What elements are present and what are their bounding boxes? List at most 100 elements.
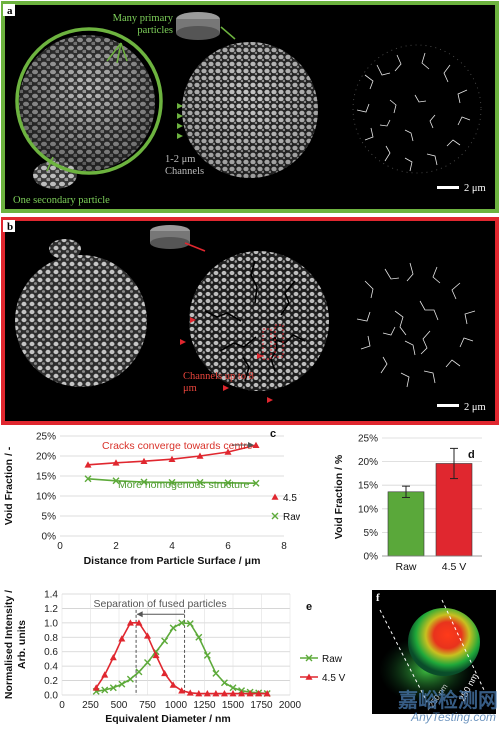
data-point-e — [144, 659, 151, 667]
channel-arrow — [177, 123, 183, 129]
panel-f-heatmap: 250 nm ~250 nm — [379, 599, 485, 713]
x-tick-label-c: 4 — [169, 541, 175, 552]
annotation-arrowhead-c — [248, 442, 254, 448]
data-point-e — [186, 620, 194, 628]
cross-section-shading — [182, 42, 318, 178]
chart-e: 0.0 0.2 0.4 0.6 0.8 1.0 1.2 1.4 0 250 500 750 1000 12… — [3, 590, 346, 726]
legend-marker-e — [305, 654, 313, 662]
x-tick-label-e: 1000 — [165, 700, 188, 711]
data-point-e — [135, 668, 143, 676]
crack-highlight — [262, 328, 272, 360]
series-line-e — [95, 622, 268, 695]
x-tick-label-d: 4.5 V — [442, 561, 467, 573]
data-point-e — [178, 619, 186, 627]
x-tick-label-c: 2 — [113, 541, 119, 552]
scale-bar-a — [437, 186, 459, 189]
annotation-e: Separation of fused particles — [93, 598, 226, 610]
y-tick-label-e: 0.6 — [44, 647, 58, 658]
y-tick-label-d: 20% — [358, 457, 378, 468]
data-point-c — [252, 441, 260, 448]
y-axis-label-d: Void Fraction / % — [333, 454, 345, 539]
y-tick-label-c: 25% — [36, 432, 56, 443]
panel-letter-f: f — [376, 592, 380, 604]
x-axis-label-e: Equivalent Diameter / nm — [105, 713, 230, 725]
x-tick-label-e: 750 — [139, 700, 156, 711]
data-point-c — [252, 479, 260, 487]
data-point-e — [229, 684, 237, 692]
data-point-e — [186, 689, 194, 696]
data-point-e — [144, 632, 151, 639]
data-point-e — [161, 637, 169, 645]
data-point-c — [196, 452, 204, 459]
x-tick-label-e: 1250 — [193, 700, 216, 711]
y-axis-label-c: Void Fraction / - — [3, 446, 15, 525]
void-network-a — [352, 44, 482, 174]
x-axis-label-c: Distance from Particle Surface / μm — [84, 555, 261, 567]
panel-b: b Channels up to 8 μm 2 μm — [1, 217, 499, 425]
scale-bar-label-a: 2 μm — [464, 183, 486, 194]
scale-bar-b — [437, 404, 459, 407]
channel-arrow — [177, 113, 183, 119]
data-point-e — [203, 690, 211, 697]
data-point-c — [168, 455, 176, 462]
neighbour-particle-b — [49, 239, 81, 259]
data-point-c — [112, 477, 120, 485]
data-point-e — [109, 653, 117, 661]
data-point-e — [238, 690, 246, 697]
label-many-primary-particles: Many primary particles — [112, 13, 173, 36]
crack-arrow — [257, 353, 263, 359]
x-tick-label-c: 8 — [281, 541, 287, 552]
data-point-e — [212, 669, 220, 677]
y-tick-label-c: 5% — [42, 512, 57, 523]
data-point-e — [220, 679, 228, 687]
panel-b-images — [15, 225, 476, 407]
data-point-e — [101, 686, 109, 694]
legend-label-c: 4.5 V — [283, 493, 300, 504]
data-point-c — [168, 478, 176, 486]
legend-label-c: Raw — [283, 512, 300, 523]
y-tick-label-d: 0% — [364, 552, 379, 563]
data-point-e — [178, 687, 186, 694]
label-channels-b: Channels up to 8 μm — [183, 371, 254, 394]
panel-letter-b: b — [7, 221, 14, 233]
data-point-e — [126, 619, 134, 626]
y-tick-label-d: 25% — [358, 434, 378, 445]
data-point-e — [195, 690, 203, 697]
x-tick-label-e: 500 — [111, 700, 128, 711]
data-point-e — [212, 690, 220, 697]
legend-label-e: 4.5 V — [322, 673, 346, 684]
legend-marker-e — [305, 673, 313, 680]
series-line-e — [96, 622, 268, 695]
x-tick-label-d: Raw — [395, 561, 416, 573]
panel-letter-a: a — [7, 5, 13, 17]
secondary-particle-shading — [19, 35, 155, 171]
y-tick-label-e: 1.4 — [44, 590, 58, 601]
heatmap-guide-line — [441, 599, 485, 691]
y-tick-label-c: 0% — [42, 532, 57, 543]
data-point-e — [229, 690, 237, 697]
channel-arrow — [177, 133, 183, 139]
secondary-pointer-line — [46, 156, 54, 172]
cycled-particle-render — [15, 255, 147, 387]
y-tick-label-e: 0.8 — [44, 633, 58, 644]
data-point-e — [135, 619, 143, 626]
y-tick-label-c: 20% — [36, 452, 56, 463]
label-one-secondary-particle: One secondary particle — [13, 195, 110, 206]
data-point-c — [196, 478, 204, 486]
y-tick-label-e: 1.2 — [44, 604, 58, 615]
data-point-e — [220, 690, 228, 697]
scale-bar-label-b: 2 μm — [464, 402, 486, 413]
heatmap-upper-lobe — [408, 608, 480, 676]
primary-pointer-line — [116, 42, 122, 64]
panel-letter-e: e — [306, 601, 312, 613]
bar-d — [387, 491, 425, 557]
data-point-e — [246, 690, 254, 697]
label-channels-a: 1-2 μm Channels — [165, 154, 205, 177]
y-axis-label-e: Arb. units — [16, 620, 28, 669]
data-point-e — [169, 624, 177, 632]
annotation-c: More homogenous structure — [118, 479, 249, 491]
data-point-c — [224, 448, 232, 455]
y-tick-label-e: 0.4 — [44, 662, 58, 673]
data-point-e — [118, 635, 126, 642]
x-tick-label-e: 0 — [59, 700, 65, 711]
